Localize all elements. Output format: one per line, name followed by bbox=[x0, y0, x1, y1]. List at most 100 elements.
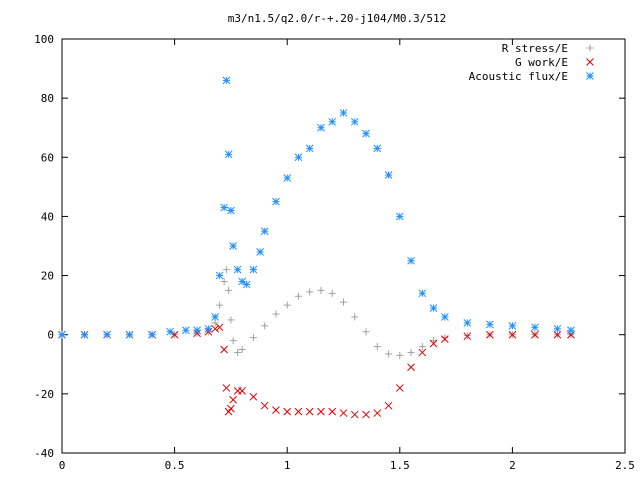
data-point bbox=[227, 404, 235, 413]
data-point bbox=[340, 298, 347, 306]
data-point bbox=[220, 277, 228, 285]
data-point bbox=[486, 330, 494, 339]
data-point bbox=[531, 330, 539, 339]
data-point bbox=[234, 348, 242, 356]
y-tick-label: 80 bbox=[41, 92, 54, 105]
legend-label: Acoustic flux/E bbox=[469, 70, 568, 83]
data-point bbox=[272, 197, 280, 206]
data-point bbox=[193, 326, 201, 335]
y-tick-label: 20 bbox=[41, 270, 54, 283]
x-tick-label: 2.5 bbox=[615, 459, 635, 472]
data-point bbox=[553, 330, 562, 339]
data-point bbox=[305, 407, 314, 416]
data-point bbox=[204, 324, 213, 333]
x-tick-label: 1 bbox=[284, 459, 291, 472]
data-point bbox=[395, 384, 404, 392]
series-1 bbox=[58, 323, 575, 419]
data-point bbox=[261, 322, 269, 330]
data-point bbox=[222, 384, 231, 392]
data-point bbox=[486, 320, 494, 329]
data-point bbox=[531, 323, 539, 332]
data-point bbox=[260, 227, 269, 236]
data-point bbox=[58, 330, 66, 339]
data-point bbox=[305, 144, 314, 153]
legend-marker bbox=[586, 72, 594, 80]
data-point bbox=[441, 334, 449, 342]
data-point bbox=[222, 76, 231, 85]
data-point bbox=[508, 321, 517, 330]
data-point bbox=[407, 256, 415, 265]
data-point bbox=[216, 301, 224, 309]
data-point bbox=[317, 123, 325, 132]
data-point bbox=[211, 313, 219, 321]
data-point bbox=[220, 345, 228, 354]
y-tick-label: 100 bbox=[34, 33, 54, 46]
x-tick-label: 0 bbox=[59, 459, 66, 472]
data-point bbox=[508, 330, 517, 339]
data-point bbox=[440, 313, 449, 321]
legend-label: R stress/E bbox=[502, 42, 568, 55]
data-point bbox=[260, 401, 269, 410]
y-tick-label: 0 bbox=[47, 329, 54, 342]
plot-frame bbox=[61, 38, 626, 454]
y-tick-label: -40 bbox=[34, 447, 54, 460]
y-tick-label: 60 bbox=[41, 151, 54, 164]
data-point bbox=[362, 328, 370, 336]
data-point bbox=[238, 346, 246, 353]
data-point bbox=[211, 324, 219, 333]
axis-ticks: 0 0.5 1 1.5 2 2.5 100 80 60 40 20 0 -20 -40 bbox=[34, 33, 635, 472]
data-point bbox=[238, 277, 247, 286]
data-point bbox=[395, 212, 404, 221]
data-point bbox=[351, 313, 359, 321]
x-tick-label: 2 bbox=[509, 459, 516, 472]
data-point bbox=[429, 339, 438, 348]
data-point bbox=[373, 409, 382, 417]
data-point bbox=[362, 410, 370, 419]
data-point bbox=[233, 265, 242, 274]
data-point bbox=[328, 289, 336, 297]
data-point bbox=[328, 117, 337, 126]
data-point bbox=[227, 206, 235, 215]
data-point bbox=[249, 265, 258, 274]
data-point bbox=[373, 144, 382, 153]
data-point bbox=[418, 348, 427, 357]
data-point bbox=[220, 203, 228, 212]
chart-title: m3/n1.5/q2.0/r-+.20-j104/M0.3/512 bbox=[228, 12, 447, 25]
data-point bbox=[229, 337, 237, 345]
data-point bbox=[249, 392, 258, 401]
data-point bbox=[227, 316, 235, 324]
data-point bbox=[215, 271, 224, 280]
data-marks bbox=[58, 76, 575, 419]
data-point bbox=[440, 335, 449, 344]
data-point bbox=[362, 129, 370, 138]
data-point bbox=[317, 407, 325, 416]
x-tick-label: 0.5 bbox=[165, 459, 185, 472]
data-point bbox=[385, 350, 393, 358]
data-point bbox=[229, 395, 238, 404]
data-point bbox=[418, 343, 426, 351]
legend-marker bbox=[586, 58, 594, 66]
data-point bbox=[256, 248, 265, 256]
y-tick-label: -20 bbox=[34, 388, 54, 401]
data-point bbox=[429, 304, 438, 312]
data-point bbox=[350, 410, 359, 419]
data-point bbox=[328, 407, 337, 416]
data-point bbox=[283, 407, 292, 416]
data-point bbox=[317, 286, 325, 294]
data-point bbox=[272, 406, 280, 414]
series-2 bbox=[58, 76, 575, 339]
data-point bbox=[249, 334, 257, 342]
data-point bbox=[407, 348, 415, 356]
data-point bbox=[567, 326, 575, 335]
data-point bbox=[170, 330, 179, 339]
legend-marker bbox=[586, 44, 594, 52]
data-point bbox=[350, 117, 359, 126]
legend-label: G work/E bbox=[515, 56, 568, 69]
series-0 bbox=[58, 266, 575, 359]
data-point bbox=[339, 409, 348, 417]
data-point bbox=[283, 174, 292, 182]
data-point bbox=[225, 286, 233, 294]
data-point bbox=[125, 330, 134, 339]
